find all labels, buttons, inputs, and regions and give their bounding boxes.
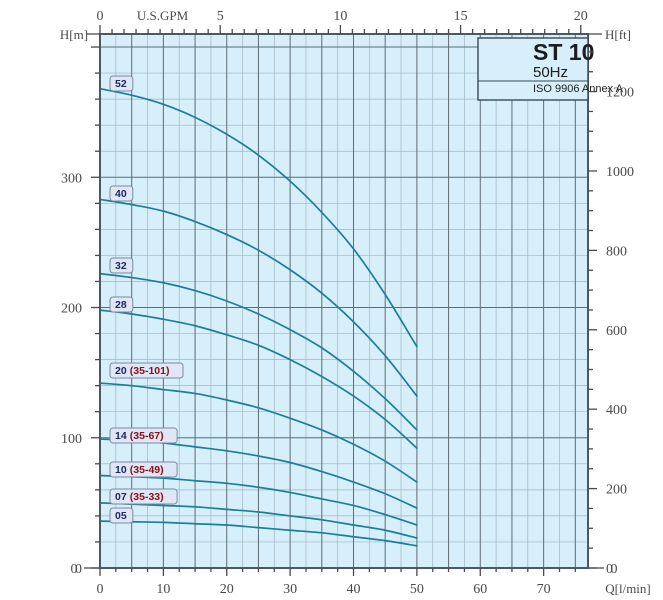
right-tick-label: 0 (606, 562, 613, 577)
title-model: ST 10 (533, 39, 594, 65)
curve-label-badge (109, 257, 134, 274)
curve-label-badge (109, 507, 134, 524)
top-axis-unit: U.S.GPM (137, 8, 189, 23)
performance-curve-52 (99, 87, 418, 348)
performance-curve-07 (99, 502, 418, 539)
curve-label-number: 14 (115, 430, 127, 442)
curve-label-number: 10 (115, 464, 127, 476)
curve-label-code: (35-67) (130, 430, 164, 442)
curve-label-52: 52 (109, 75, 134, 92)
curve-label-20: 20 (35-101) (109, 362, 184, 379)
top-tick-label: 20 (574, 9, 588, 24)
grid-minor (100, 34, 588, 568)
curve-label-code: (35-101) (130, 365, 170, 377)
performance-curve-32 (99, 272, 418, 431)
curve-label-badge (109, 75, 134, 92)
bottom-axis-unit: Q[l/min] (605, 581, 651, 596)
curve-label-40: 40 (109, 185, 134, 202)
bottom-right-zero: 0 (611, 562, 618, 577)
plot-frame (99, 33, 589, 569)
curve-label-badge (109, 296, 134, 313)
curve-label-number: 20 (115, 365, 127, 377)
right-tick-label: 800 (606, 244, 627, 259)
performance-curve-28 (99, 309, 418, 450)
right-tick-label: 600 (606, 324, 627, 339)
curve-label-number: 52 (115, 78, 127, 90)
top-tick-label: 15 (454, 9, 468, 24)
left-tick-label: 100 (61, 432, 82, 447)
top-tick-label: 5 (217, 9, 224, 24)
right-tick-label: 400 (606, 403, 627, 418)
left-tick-label: 200 (61, 302, 82, 317)
bottom-tick-label: 60 (473, 582, 487, 597)
curve-label-14: 14 (35-67) (109, 427, 178, 444)
curve-label-32: 32 (109, 257, 134, 274)
left-tick-label: 0 (75, 562, 82, 577)
curve-label-number: 32 (115, 260, 127, 272)
performance-curve-40 (99, 198, 418, 397)
bottom-tick-label: 50 (410, 582, 424, 597)
right-axis-unit: H[ft] (605, 27, 631, 42)
title-standard: ISO 9906 Annex A (533, 83, 624, 95)
curve-label-badge (109, 185, 134, 202)
bottom-tick-label: 70 (537, 582, 551, 597)
title-box-frame (477, 37, 589, 101)
performance-curve-20 (99, 382, 418, 483)
curve-label-number: 28 (115, 299, 127, 311)
grid-major (99, 34, 588, 569)
top-tick-label: 0 (97, 9, 104, 24)
curve-label-07: 07 (35-33) (109, 488, 178, 505)
curve-label-28: 28 (109, 296, 134, 313)
curve-label-badge (109, 427, 178, 444)
bottom-tick-label: 0 (97, 582, 104, 597)
curve-label-10: 10 (35-49) (109, 461, 178, 478)
axis-ticks (84, 25, 604, 576)
plot-area-background (100, 34, 588, 568)
curve-label-number: 05 (115, 510, 127, 522)
bottom-tick-label: 20 (220, 582, 234, 597)
left-axis-unit: H[m] (60, 27, 88, 42)
top-tick-label: 10 (333, 9, 347, 24)
curve-label-05: 05 (109, 507, 134, 524)
curve-label-badge (109, 362, 184, 379)
performance-curve-10 (99, 474, 418, 526)
left-tick-label: 300 (61, 171, 82, 186)
curve-label-badge (109, 488, 178, 505)
bottom-tick-label: 10 (156, 582, 170, 597)
right-tick-label: 1000 (606, 165, 634, 180)
curve-label-code: (35-49) (130, 464, 164, 476)
bottom-left-zero: 0 (71, 562, 78, 577)
right-tick-label: 200 (606, 483, 627, 498)
curve-label-number: 40 (115, 188, 127, 200)
curve-group (99, 87, 418, 547)
curve-label-number: 07 (115, 491, 127, 503)
bottom-tick-label: 40 (347, 582, 361, 597)
curve-label-code: (35-33) (130, 491, 164, 503)
title-frequency: 50Hz (533, 64, 568, 81)
bottom-tick-label: 30 (283, 582, 297, 597)
right-tick-label: 1200 (606, 86, 634, 101)
curve-label-badge (109, 461, 178, 478)
performance-curve-05 (99, 520, 418, 547)
